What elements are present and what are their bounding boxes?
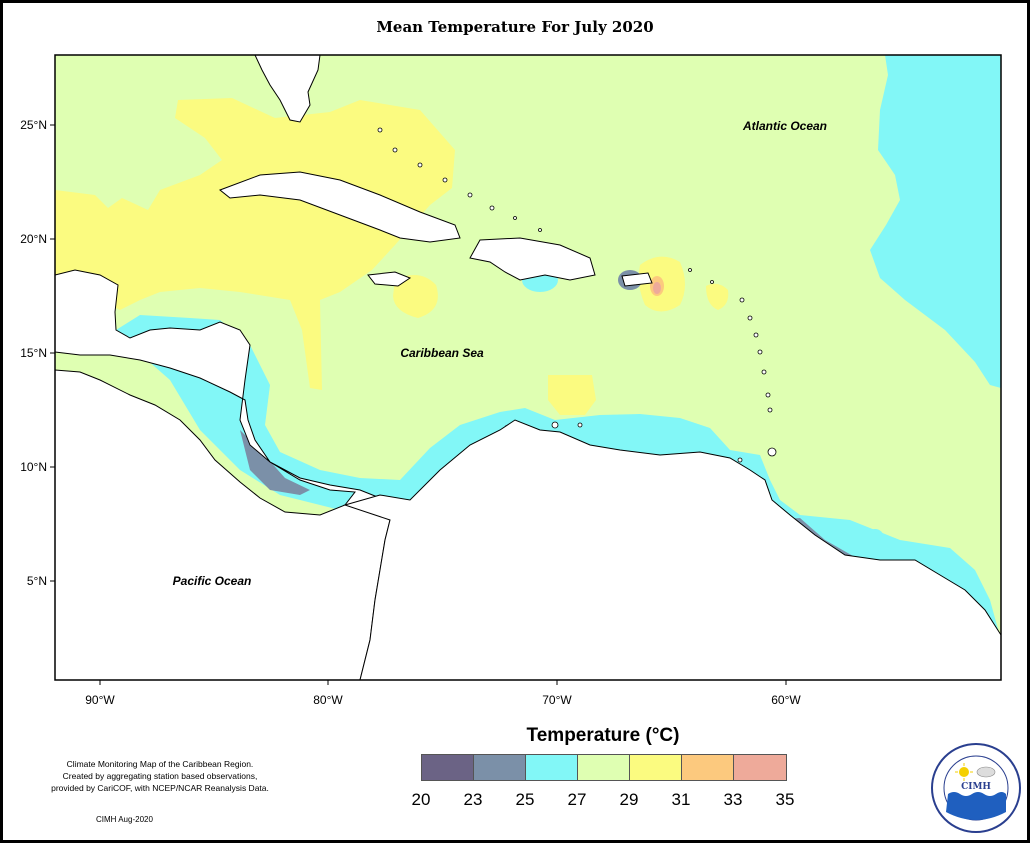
legend-swatch xyxy=(682,755,734,780)
legend-tick-label: 35 xyxy=(775,790,795,809)
land-cuba xyxy=(219,171,461,243)
credit-date: CIMH Aug-2020 xyxy=(96,815,153,824)
lat-tick-label: 15°N xyxy=(20,346,47,360)
plot-border xyxy=(54,54,1002,681)
legend-colorbar xyxy=(421,754,787,781)
legend-tick-label: 33 xyxy=(723,790,743,809)
land-central-america xyxy=(55,269,412,680)
legend-tick-label: 25 xyxy=(515,790,535,809)
legend-tick-label: 29 xyxy=(619,790,639,809)
waves-icon xyxy=(946,792,1006,820)
land-puerto-rico xyxy=(621,272,653,287)
hottest-zone-puertorico xyxy=(653,282,661,294)
legend-swatch xyxy=(526,755,578,780)
legend-tick-label: 20 xyxy=(411,790,431,809)
legend-tick-label: 27 xyxy=(567,790,587,809)
lat-tick-label: 5°N xyxy=(27,574,47,588)
caribbean-sea-label: Caribbean Sea xyxy=(400,346,484,360)
land-jamaica xyxy=(367,271,412,287)
lon-tick-label: 80°W xyxy=(313,693,343,707)
credit-line: Climate Monitoring Map of the Caribbean … xyxy=(66,759,254,769)
lat-tick-label: 20°N xyxy=(20,232,47,246)
legend-swatch xyxy=(734,755,786,780)
lon-tick-label: 70°W xyxy=(542,693,572,707)
lat-tick-label: 10°N xyxy=(20,460,47,474)
cloud-icon xyxy=(976,766,996,778)
legend-swatch xyxy=(578,755,630,780)
legend-swatch xyxy=(422,755,474,780)
panama-23-25-zone xyxy=(240,430,310,495)
land-hispaniola xyxy=(469,237,596,281)
lat-tick-label: 25°N xyxy=(20,118,47,132)
legend-title: Temperature (°C) xyxy=(526,725,680,746)
lon-tick-label: 60°W xyxy=(771,693,801,707)
warm-zone-central xyxy=(548,375,596,415)
warm-zone-leewards xyxy=(706,283,729,310)
lon-tick-label: 90°W xyxy=(85,693,115,707)
credit-text: Climate Monitoring Map of the Caribbean … xyxy=(20,758,300,794)
warm-zone-north xyxy=(55,98,455,390)
atlantic-25-27-zone xyxy=(870,55,1001,388)
legend-swatch xyxy=(630,755,682,780)
land-florida xyxy=(254,55,321,123)
legend-tick-label: 31 xyxy=(671,790,691,809)
legend-swatch xyxy=(474,755,526,780)
credit-line: Created by aggregating station based obs… xyxy=(62,771,258,781)
pacific-ocean-label: Pacific Ocean xyxy=(173,574,252,588)
land-south-america xyxy=(343,419,1001,680)
sun-icon xyxy=(959,767,969,777)
logo-text: CIMH xyxy=(961,782,991,792)
map-title: Mean Temperature For July 2020 xyxy=(376,18,654,36)
legend-tick-label: 23 xyxy=(463,790,483,809)
cimh-logo: CIMH xyxy=(931,743,1021,833)
credit-line: provided by CariCOF, with NCEP/NCAR Rean… xyxy=(51,783,269,793)
cool-spot-guiana xyxy=(866,529,884,547)
warm-zone-jamaica-south xyxy=(393,275,438,318)
atlantic-ocean-label: Atlantic Ocean xyxy=(742,119,827,133)
